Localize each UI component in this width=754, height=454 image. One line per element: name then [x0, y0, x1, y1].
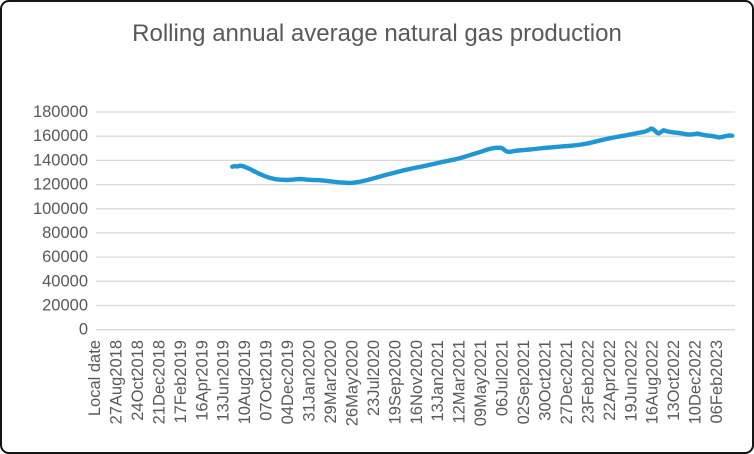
x-tick-label: 12Mar2021: [451, 340, 469, 423]
y-tick-label: 180000: [33, 103, 88, 121]
x-tick-label: 26May2020: [343, 340, 361, 426]
y-tick-label: 140000: [33, 151, 88, 169]
chart-title-text: Rolling annual average natural gas produ…: [132, 20, 622, 47]
data-series-line: [230, 126, 735, 186]
x-tick-label: 31Jan2020: [301, 340, 319, 422]
x-tick-label: 13Oct2022: [665, 340, 683, 421]
x-tick-label: 21Dec2018: [150, 340, 168, 424]
x-tick-label: 10Dec2022: [687, 340, 705, 424]
x-tick-label: 19Jun2022: [622, 340, 640, 422]
y-tick-label: 120000: [33, 176, 88, 194]
x-tick-label: 13Jan2021: [429, 340, 447, 422]
x-tick-label: 09May2021: [472, 340, 490, 426]
y-tick-label: 0: [79, 321, 88, 339]
chart-title: Rolling annual average natural gas produ…: [2, 18, 752, 50]
x-tick-label: 13Jun2019: [215, 340, 233, 422]
x-tick-label: 06Jul2021: [494, 340, 512, 416]
x-tick-label: 19Sep2020: [386, 340, 404, 424]
x-tick-label: 30Oct2021: [537, 340, 555, 421]
x-tick-label: 10Aug2019: [236, 340, 254, 424]
x-tick-label: 16Apr2019: [193, 340, 211, 421]
x-tick-label: 17Feb2019: [172, 340, 190, 424]
x-tick-label: 07Oct2019: [258, 340, 276, 421]
y-tick-label: 100000: [33, 200, 88, 218]
x-tick-label: 02Sep2021: [515, 340, 533, 424]
y-tick-label: 160000: [33, 127, 88, 145]
x-tick-label: 04Dec2019: [279, 340, 297, 424]
x-tick-label: Local date: [86, 340, 104, 416]
x-tick-label: 16Aug2022: [644, 340, 662, 424]
x-tick-label: 22Apr2022: [601, 340, 619, 421]
y-tick-label: 40000: [42, 272, 88, 290]
x-tick-label: 23Jul2020: [365, 340, 383, 416]
x-tick-label: 23Feb2022: [579, 340, 597, 424]
x-tick-label: 29Mar2020: [322, 340, 340, 423]
y-tick-label: 20000: [42, 297, 88, 315]
y-tick-label: 80000: [42, 224, 88, 242]
x-tick-label: 06Feb2023: [708, 340, 726, 424]
x-tick-label: 27Aug2018: [108, 340, 126, 424]
y-tick-label: 60000: [42, 248, 88, 266]
x-tick-label: 16Nov2020: [408, 340, 426, 424]
x-tick-label: 24Oct2018: [129, 340, 147, 421]
x-tick-label: 27Dec2021: [558, 340, 576, 424]
